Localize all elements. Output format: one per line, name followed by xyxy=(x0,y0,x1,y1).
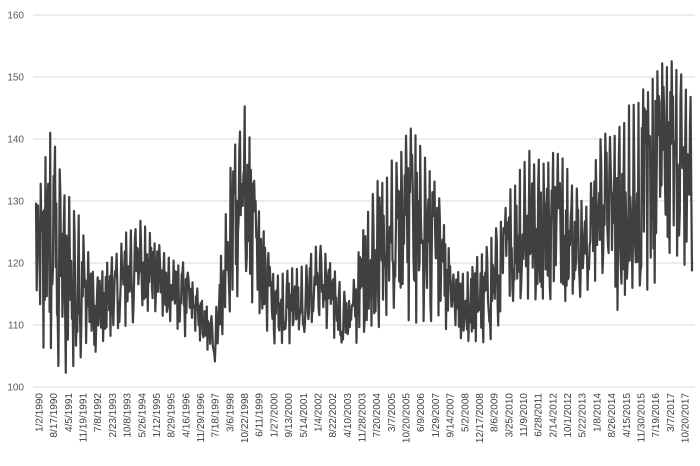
x-tick-label: 1/27/2000 xyxy=(269,393,280,438)
x-tick-label: 7/8/1992 xyxy=(93,393,104,432)
x-tick-label: 1/8/2014 xyxy=(592,393,603,432)
x-tick-label: 1/4/2002 xyxy=(313,393,324,432)
x-tick-label: 2/23/1993 xyxy=(108,393,119,438)
x-tick-label: 8/26/2014 xyxy=(607,393,618,438)
x-tick-label: 10/20/2005 xyxy=(402,393,413,443)
x-tick-label: 11/29/1996 xyxy=(196,393,207,443)
x-tick-label: 6/11/1999 xyxy=(255,393,266,437)
x-tick-label: 8/6/2009 xyxy=(490,393,501,432)
x-tick-label: 6/9/2006 xyxy=(416,393,427,432)
x-tick-label: 3/7/2005 xyxy=(387,393,398,432)
x-tick-label: 9/13/2000 xyxy=(284,393,295,438)
x-tick-label: 1/2/1990 xyxy=(35,393,46,432)
x-tick-label: 4/15/2015 xyxy=(622,393,633,438)
x-tick-label: 8/17/1990 xyxy=(49,393,60,438)
x-tick-label: 8/22/2002 xyxy=(328,393,339,438)
x-tick-label: 1/29/2007 xyxy=(431,393,442,438)
x-tick-label: 6/28/2011 xyxy=(534,393,545,437)
x-tick-label: 5/26/1994 xyxy=(137,393,148,438)
x-tick-label: 10/8/1993 xyxy=(123,393,134,438)
x-tick-label: 11/30/2015 xyxy=(636,393,647,443)
y-tick-label: 100 xyxy=(7,383,24,394)
x-tick-label: 5/2/2008 xyxy=(460,393,471,432)
x-tick-label: 10/1/2012 xyxy=(563,393,574,438)
x-tick-label: 2/14/2012 xyxy=(548,393,559,438)
y-tick-label: 110 xyxy=(8,321,24,332)
y-axis: 100 110 120 130 140 150 160 xyxy=(7,11,24,394)
x-tick-label: 7/20/2004 xyxy=(372,393,383,438)
x-tick-label: 11/19/1991 xyxy=(79,393,90,443)
y-tick-label: 140 xyxy=(7,135,24,146)
x-tick-label: 11/9/2010 xyxy=(519,393,530,437)
x-tick-label: 4/5/1991 xyxy=(64,393,75,432)
x-tick-label: 7/18/1997 xyxy=(211,393,222,438)
x-tick-label: 9/14/2007 xyxy=(446,393,457,438)
x-tick-label: 4/16/1996 xyxy=(181,393,192,438)
x-tick-label: 5/22/2013 xyxy=(578,393,589,438)
y-tick-label: 120 xyxy=(7,259,24,270)
y-tick-label: 160 xyxy=(7,11,24,22)
x-tick-label: 11/28/2003 xyxy=(358,393,369,443)
x-tick-label: 3/25/2010 xyxy=(504,393,515,438)
x-tick-label: 3/7/2017 xyxy=(666,393,677,432)
x-axis: 1/2/1990 8/17/1990 4/5/1991 11/19/1991 7/8/1… xyxy=(33,386,695,443)
y-tick-label: 130 xyxy=(7,197,24,208)
x-tick-label: 1/12/1995 xyxy=(152,393,163,438)
x-tick-label: 10/20/2017 xyxy=(681,393,692,443)
x-tick-label: 7/19/2016 xyxy=(651,393,662,438)
x-tick-label: 12/17/2008 xyxy=(475,393,486,443)
y-tick-label: 150 xyxy=(7,73,24,84)
x-tick-label: 10/22/1998 xyxy=(240,393,251,443)
x-tick-label: 5/14/2001 xyxy=(299,393,310,438)
series-layer xyxy=(34,60,694,374)
x-tick-label: 3/6/1998 xyxy=(225,393,236,432)
x-tick-label: 4/10/2003 xyxy=(343,393,354,438)
x-tick-label: 8/29/1995 xyxy=(167,393,178,438)
series-line-0 xyxy=(34,60,694,374)
